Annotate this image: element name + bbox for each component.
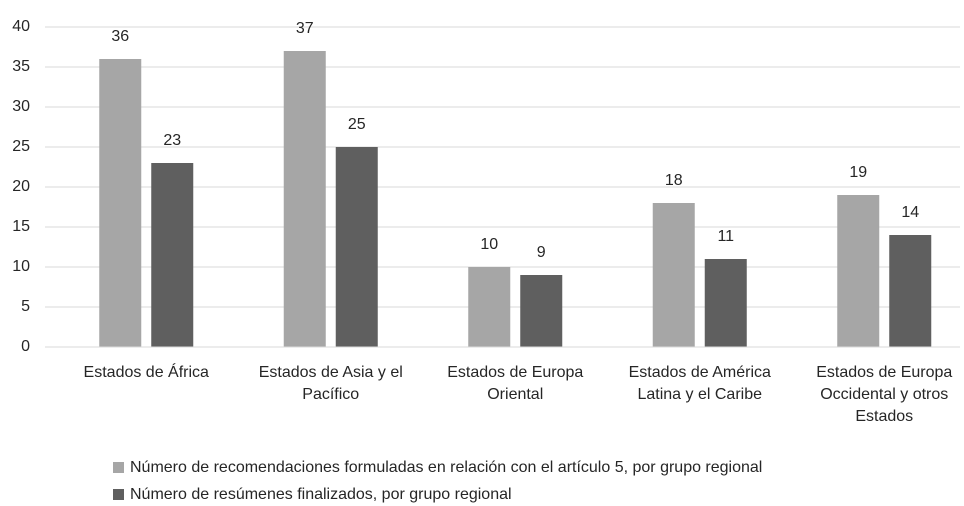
y-tick-label: 0: [21, 338, 30, 355]
y-tick-label: 20: [12, 178, 30, 195]
data-label: 19: [849, 164, 867, 181]
legend-label: Número de resúmenes finalizados, por gru…: [130, 486, 512, 503]
bar: [652, 203, 695, 347]
x-tick-label: Estados de África: [83, 364, 209, 381]
data-label: 23: [163, 132, 181, 149]
y-tick-label: 30: [12, 98, 30, 115]
x-tick-label: Estados de Asia y el Pacífico: [258, 364, 403, 403]
y-tick-label: 25: [12, 138, 30, 155]
bar: [889, 235, 932, 347]
data-label: 18: [665, 172, 683, 189]
data-label: 11: [717, 228, 734, 245]
legend-swatch: [113, 462, 124, 473]
legend-swatch: [113, 489, 124, 500]
data-label: 9: [537, 244, 546, 261]
bar: [151, 163, 194, 347]
bar: [704, 259, 747, 347]
data-label: 25: [348, 116, 366, 133]
y-tick-label: 15: [12, 218, 30, 235]
data-label: 10: [480, 236, 498, 253]
data-label: 37: [296, 20, 314, 37]
bar: [520, 275, 563, 347]
data-label: 14: [901, 204, 919, 221]
x-tick-label: Estados de Europa Oriental: [447, 364, 584, 403]
x-tick-label: Estados de América Latina y el Caribe: [628, 364, 771, 403]
legend-label: Número de recomendaciones formuladas en …: [130, 459, 762, 476]
x-tick-label: Estados de Europa Occidental y otros Est…: [816, 364, 953, 425]
y-tick-label: 35: [12, 58, 30, 75]
data-label: 36: [111, 28, 129, 45]
y-tick-label: 5: [21, 298, 30, 315]
bar: [335, 147, 378, 347]
bar: [468, 267, 511, 347]
bar: [99, 59, 142, 347]
y-tick-label: 10: [12, 258, 30, 275]
bar: [837, 195, 880, 347]
bar: [283, 51, 326, 347]
y-tick-label: 40: [12, 18, 30, 35]
